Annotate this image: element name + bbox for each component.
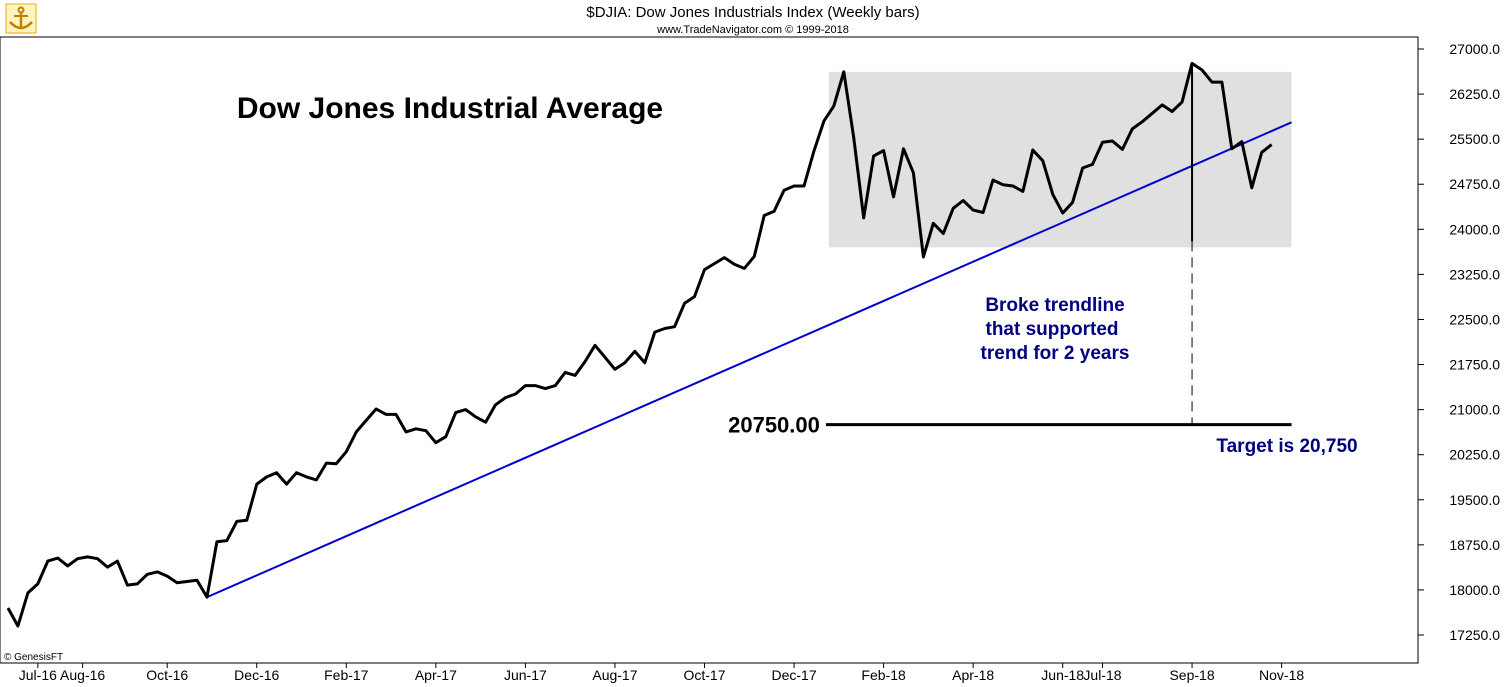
x-axis: Jul-16 Aug-16 Oct-16 Dec-16 Feb-17 Apr-17 Jun-… <box>19 663 1304 683</box>
x-tick-label: Oct-17 <box>683 667 725 683</box>
x-tick-label: Oct-16 <box>146 667 188 683</box>
target-value-label: 20750.00 <box>728 413 820 438</box>
y-tick-label: 24750.0 <box>1449 176 1500 192</box>
y-tick-label: 17250.0 <box>1449 627 1500 643</box>
chart-title: Dow Jones Industrial Average <box>237 92 663 125</box>
x-tick-label: Jul-18 <box>1083 667 1121 683</box>
consolidation-zone <box>828 71 1292 248</box>
x-tick-label: Dec-17 <box>771 667 816 683</box>
y-tick-label: 21000.0 <box>1449 402 1500 418</box>
x-tick-label: Feb-17 <box>324 667 369 683</box>
y-axis: 17250.0 18000.0 18750.0 19500.0 20250.0 21000… <box>1418 41 1500 643</box>
x-tick-label: Aug-16 <box>60 667 105 683</box>
y-tick-label: 21750.0 <box>1449 357 1500 373</box>
y-tick-label: 23250.0 <box>1449 266 1500 282</box>
y-tick-label: 20250.0 <box>1449 447 1500 463</box>
x-tick-label: Jul-16 <box>19 667 57 683</box>
x-tick-label: Jun-17 <box>504 667 547 683</box>
trendline <box>206 121 1292 599</box>
price-series-line <box>6 61 1273 628</box>
y-tick-label: 22500.0 <box>1449 311 1500 327</box>
annotation-target: Target is 20,750 <box>1216 436 1357 457</box>
x-tick-label: Apr-17 <box>415 667 457 683</box>
x-tick-label: Jun-18 <box>1041 667 1084 683</box>
x-tick-label: Nov-18 <box>1259 667 1304 683</box>
anchor-logo-icon <box>5 3 37 34</box>
x-tick-label: Dec-16 <box>234 667 279 683</box>
chart-header-subtitle: www.TradeNavigator.com © 1999-2018 <box>656 24 849 36</box>
header-bar <box>0 0 1506 37</box>
chart-header-title: $DJIA: Dow Jones Industrials Index (Week… <box>586 4 919 21</box>
annotation-broke-line2: that supported <box>986 319 1119 340</box>
watermark: © GenesisFT <box>4 652 63 663</box>
x-tick-label: Apr-18 <box>952 667 994 683</box>
x-tick-label: Sep-18 <box>1169 667 1214 683</box>
y-tick-label: 18000.0 <box>1449 582 1500 598</box>
annotation-broke-line3: trend for 2 years <box>981 343 1130 364</box>
y-tick-label: 25500.0 <box>1449 131 1500 147</box>
x-tick-label: Aug-17 <box>592 667 637 683</box>
annotation-broke-line1: Broke trendline <box>985 295 1124 316</box>
x-tick-label: Feb-18 <box>861 667 906 683</box>
y-tick-label: 24000.0 <box>1449 221 1500 237</box>
y-tick-label: 19500.0 <box>1449 492 1500 508</box>
y-tick-label: 26250.0 <box>1449 86 1500 102</box>
y-tick-label: 18750.0 <box>1449 537 1500 553</box>
y-tick-label: 27000.0 <box>1449 41 1500 57</box>
